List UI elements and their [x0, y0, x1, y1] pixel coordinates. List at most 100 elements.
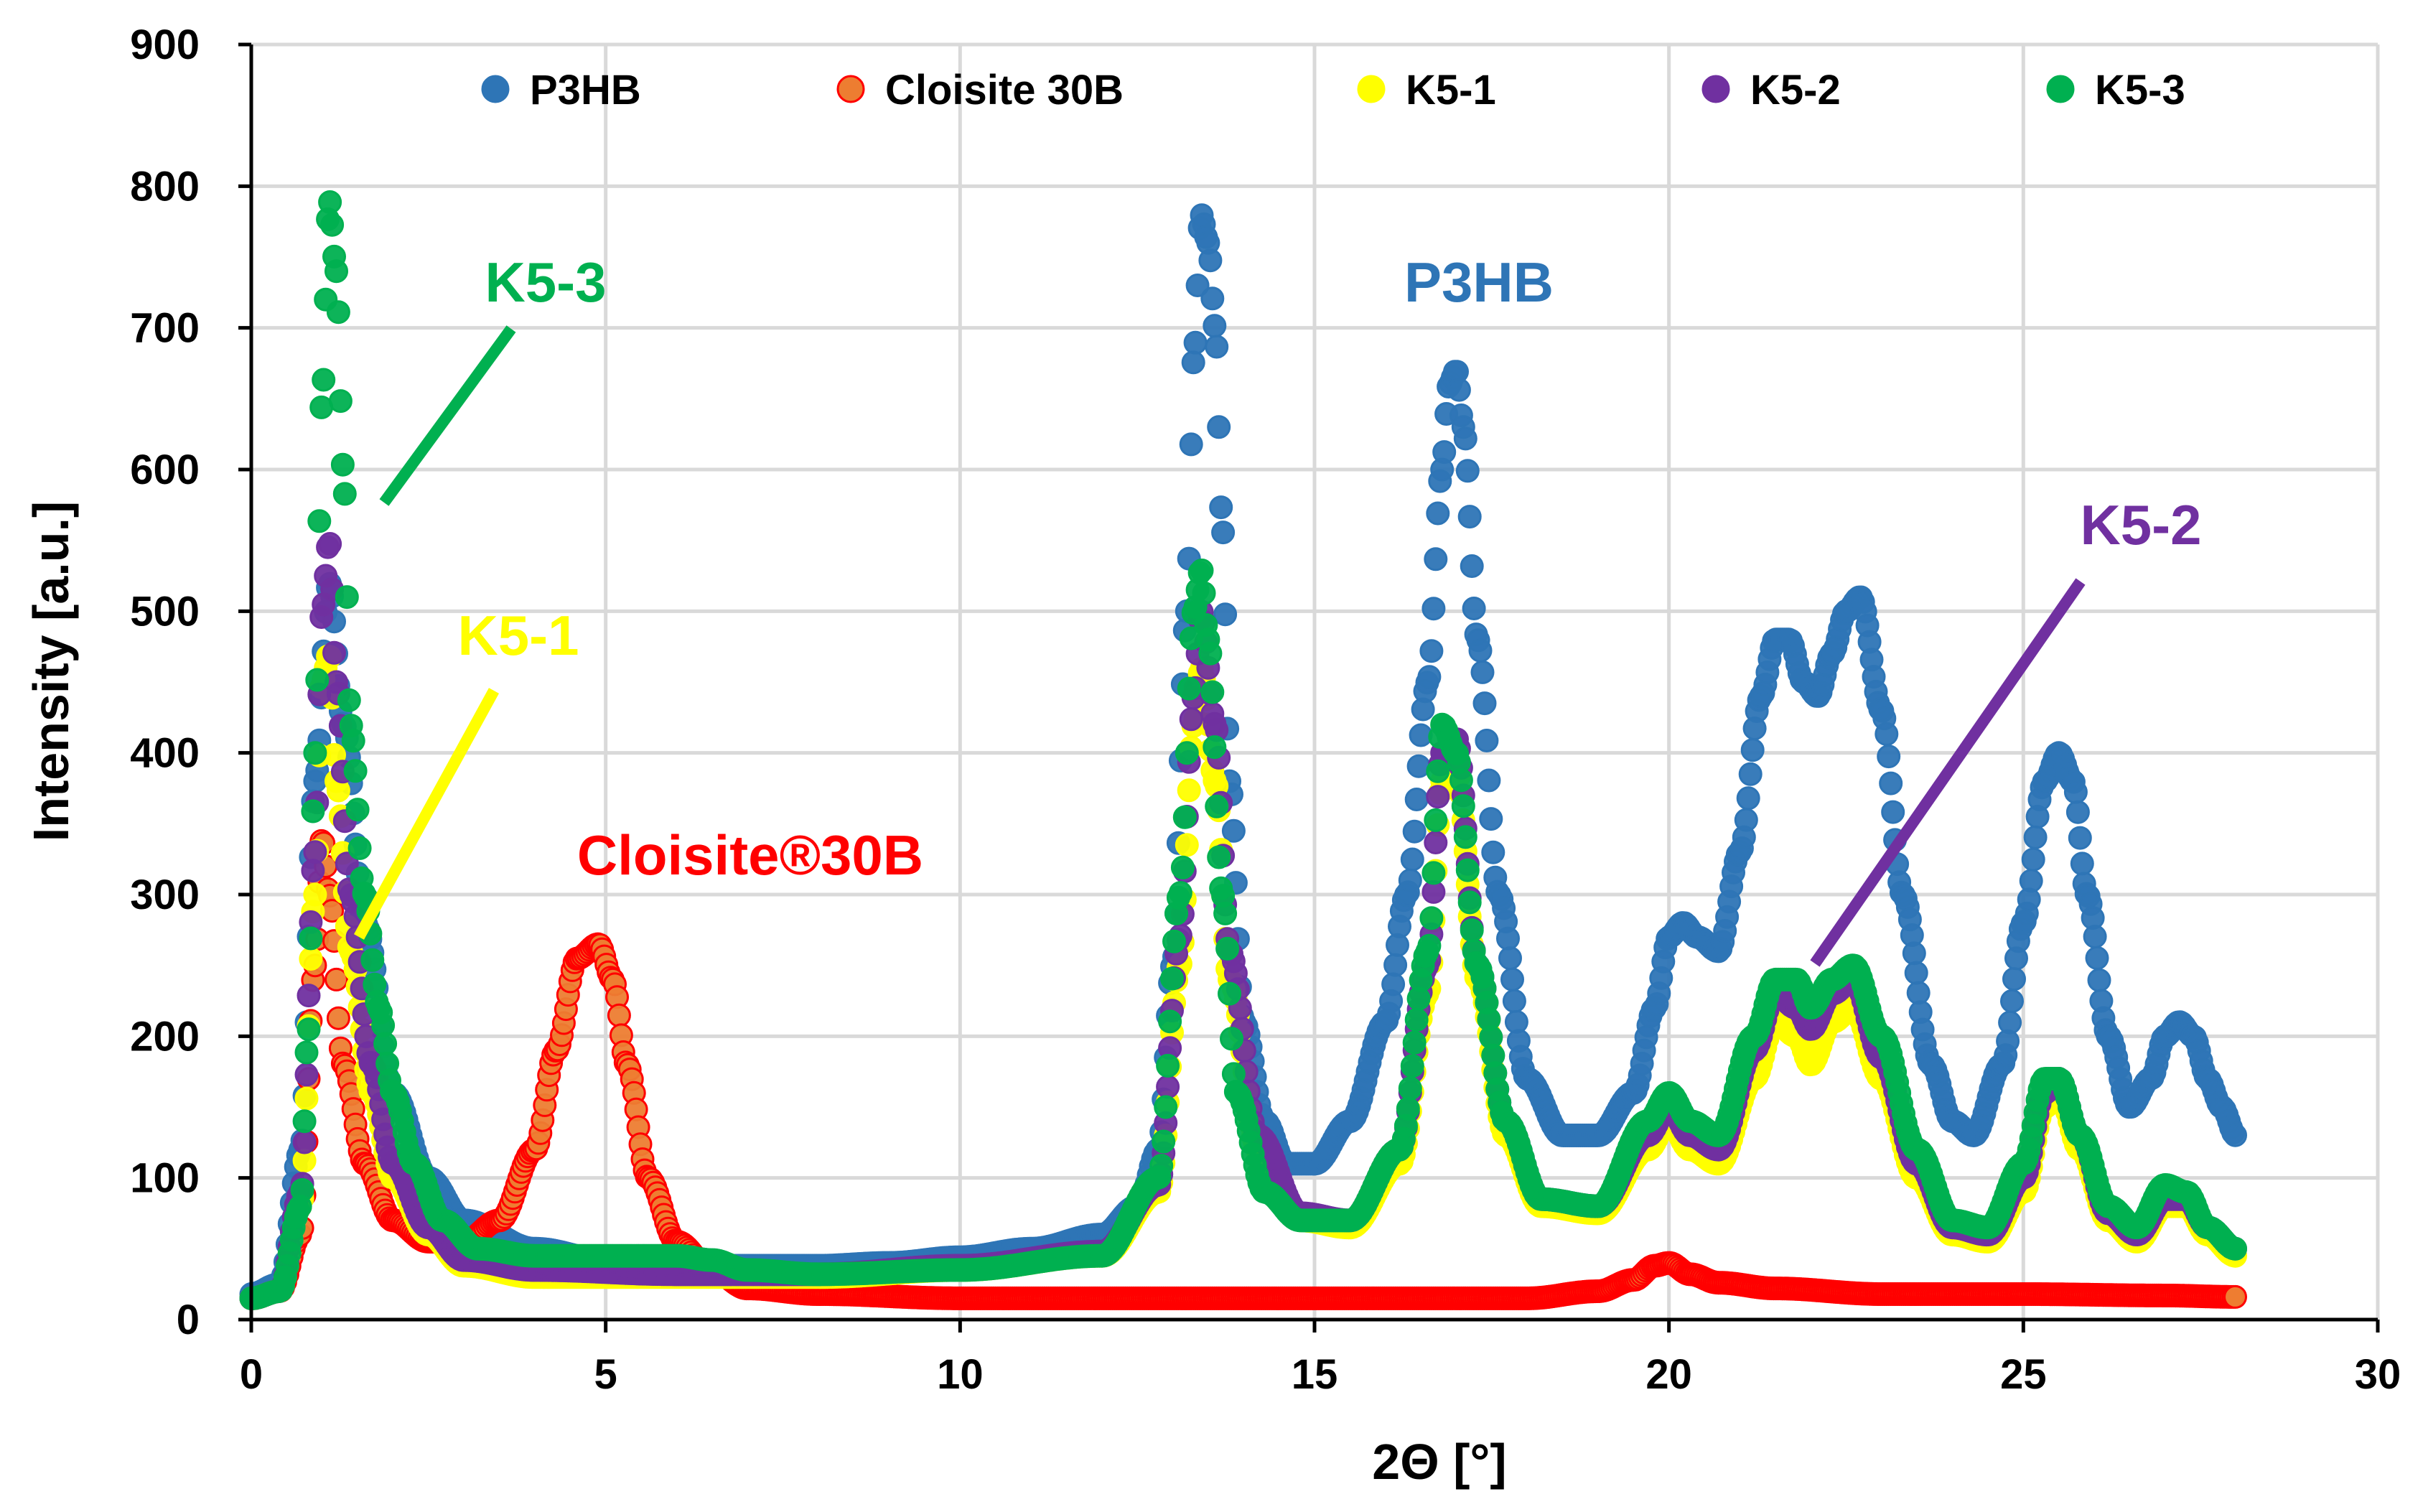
data-point — [1462, 597, 1486, 620]
data-point — [1154, 1095, 1178, 1119]
data-point — [1168, 881, 1192, 905]
data-point — [326, 1006, 350, 1030]
data-point — [307, 509, 332, 533]
y-tick-label: 900 — [130, 22, 200, 68]
data-point — [1179, 707, 1203, 732]
data-point — [343, 759, 368, 783]
data-point — [325, 967, 348, 991]
y-tick-label: 0 — [177, 1297, 200, 1343]
data-point — [1904, 961, 1928, 985]
data-point — [1421, 861, 1446, 885]
x-tick-label: 15 — [1292, 1351, 1338, 1398]
data-point — [2065, 800, 2090, 824]
data-point — [322, 640, 346, 665]
data-point — [1740, 738, 1765, 762]
data-point — [2070, 851, 2094, 876]
data-point — [1877, 745, 1901, 769]
data-point — [1424, 808, 1448, 832]
data-point — [299, 926, 323, 951]
series-layer — [239, 190, 2247, 1310]
data-point — [1875, 722, 1899, 746]
annotation-p3hb: P3HB — [1404, 251, 1554, 314]
data-point — [1175, 833, 1199, 857]
data-point — [1207, 415, 1231, 439]
data-point — [1185, 274, 1210, 297]
data-point — [1449, 768, 1473, 793]
y-tick-label: 100 — [130, 1155, 200, 1202]
y-tick-label: 700 — [130, 305, 200, 352]
legend-marker — [2046, 75, 2075, 103]
data-point — [1215, 936, 1240, 961]
data-point — [2223, 1284, 2247, 1309]
data-point — [1453, 825, 1477, 849]
data-point — [292, 1130, 317, 1154]
data-point — [1421, 597, 1446, 621]
data-point — [1402, 1030, 1427, 1055]
data-point — [1736, 786, 1760, 811]
data-point — [290, 1178, 314, 1202]
data-point — [1205, 335, 1229, 359]
data-point — [326, 300, 350, 325]
data-point — [1198, 641, 1223, 666]
data-point — [303, 840, 327, 864]
data-point — [1209, 495, 1233, 520]
data-point — [1481, 840, 1505, 864]
data-point — [1472, 691, 1497, 716]
y-tick-label: 300 — [130, 872, 200, 918]
legend-marker — [836, 75, 865, 103]
annotation-label: K5-2 — [2080, 493, 2201, 556]
data-point — [1221, 818, 1246, 843]
data-point — [299, 947, 323, 971]
data-point — [1426, 785, 1450, 809]
data-point — [1218, 981, 1241, 1006]
data-point — [373, 1032, 398, 1056]
data-point — [1455, 858, 1480, 882]
data-point — [312, 368, 336, 392]
data-point — [1381, 972, 1406, 997]
data-point — [1419, 639, 1444, 663]
y-tick-label: 500 — [130, 588, 200, 635]
data-point — [297, 984, 321, 1008]
data-point — [2223, 1123, 2247, 1147]
data-point — [1479, 807, 1503, 831]
annotation-cloisite-30b: Cloisite®30B — [577, 823, 923, 887]
data-point — [2019, 869, 2043, 893]
data-point — [1424, 547, 1448, 571]
data-point — [1400, 1054, 1424, 1078]
data-point — [1177, 676, 1201, 701]
data-point — [1879, 771, 1903, 795]
legend-label: K5-1 — [1406, 67, 1496, 113]
data-point — [2021, 847, 2045, 872]
y-axis-title: Intensity [a.u.] — [23, 501, 79, 841]
data-point — [1404, 1007, 1429, 1032]
data-point — [1906, 981, 1931, 1005]
x-axis-title: 2Θ [°] — [1372, 1434, 1506, 1490]
data-point — [1738, 762, 1763, 786]
data-point — [292, 1109, 317, 1134]
data-point — [1470, 660, 1495, 684]
data-point — [1734, 808, 1758, 832]
data-point — [1417, 933, 1442, 958]
data-point — [2087, 968, 2111, 992]
data-point — [1183, 330, 1208, 355]
y-tick-label: 600 — [130, 447, 200, 493]
data-point — [1455, 459, 1480, 483]
data-point — [1205, 794, 1229, 818]
data-point — [1383, 953, 1408, 977]
data-point — [1402, 819, 1427, 844]
data-point — [1200, 286, 1225, 311]
data-point — [1179, 432, 1203, 457]
data-point — [1156, 1053, 1180, 1078]
data-point — [325, 259, 348, 284]
data-point — [1162, 929, 1186, 953]
data-point — [1424, 831, 1448, 854]
data-point — [1426, 501, 1450, 526]
data-point — [1400, 847, 1424, 872]
data-point — [1432, 440, 1457, 465]
data-point — [1198, 248, 1223, 273]
data-point — [1447, 378, 1471, 402]
data-point — [1460, 554, 1484, 578]
data-point — [1172, 805, 1197, 829]
data-point — [1477, 768, 1501, 793]
